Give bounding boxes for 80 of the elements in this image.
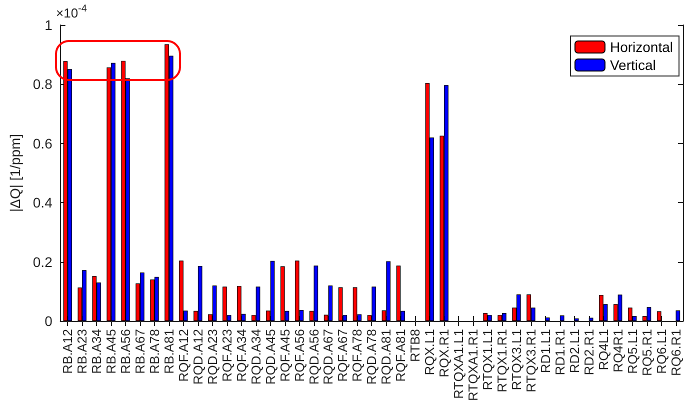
bar — [314, 266, 318, 321]
x-tick-label: RB.A23 — [74, 329, 90, 374]
y-tick-label: 0.4 — [32, 194, 53, 211]
x-tick-label: RTQX3.L1 — [508, 329, 524, 390]
y-tick-label: 0.6 — [32, 135, 53, 152]
x-tick-label: RQD.A45 — [262, 329, 278, 385]
x-tick-label: RD1.L1 — [538, 329, 553, 374]
bar — [372, 286, 376, 321]
bar — [106, 67, 112, 321]
x-tick-label: RQF.A67 — [335, 329, 350, 382]
x-tick-label: RQD.A78 — [364, 329, 380, 385]
x-tick-label: RTB8 — [408, 329, 423, 362]
x-tick-label: RQF.A45 — [277, 329, 292, 382]
x-tick-label: RQD.A81 — [378, 329, 394, 385]
legend-label: Horizontal — [610, 39, 674, 55]
bar — [560, 315, 564, 321]
bar — [92, 276, 97, 321]
bar — [294, 260, 300, 321]
bar — [386, 261, 391, 321]
x-tick-label: RD2.L1 — [566, 329, 582, 374]
bar — [425, 83, 430, 321]
bar — [396, 266, 401, 321]
x-tick-label: RQF.A78 — [350, 329, 365, 382]
x-tick-label: RB.A12 — [60, 329, 76, 374]
x-tick-label: RTQXA1.R1 — [466, 329, 481, 402]
x-tick-label: RQ6.L1 — [654, 329, 669, 374]
x-tick-label: RQD.A12 — [190, 329, 206, 385]
x-tick-label: RQF.A12 — [176, 329, 191, 382]
x-tick-label: RQ6.R1 — [668, 329, 684, 376]
x-tick-label: RQ4L1 — [596, 329, 611, 370]
x-tick-label: RQ5.R1 — [639, 329, 654, 376]
y-tick-label: 0.8 — [32, 76, 53, 92]
bar — [574, 318, 579, 321]
x-tick-label: RB.A67 — [132, 329, 148, 374]
y-axis-title: |ΔQ| [1/ppm] — [7, 134, 23, 212]
legend-label: Vertical — [610, 57, 656, 73]
bar — [646, 307, 652, 321]
bar — [237, 286, 242, 321]
x-tick-label: RB.A34 — [89, 329, 104, 374]
x-tick-label: RQX.R1 — [436, 329, 452, 378]
x-tick-label: RD2.R1 — [581, 329, 596, 376]
x-tick-label: RB.A78 — [146, 329, 162, 374]
x-tick-label: RQF.A56 — [292, 329, 307, 382]
x-tick-label: RQD.A67 — [320, 329, 336, 385]
bar — [63, 61, 68, 321]
x-tick-label: RTQXA1.L1 — [451, 329, 466, 399]
bar — [328, 285, 333, 321]
x-tick-label: RQD.A23 — [204, 329, 220, 385]
bar — [121, 60, 126, 321]
bar — [618, 294, 622, 321]
x-tick-label: RB.A45 — [104, 329, 119, 374]
bar — [280, 266, 285, 321]
x-tick-label: RQF.A23 — [219, 329, 234, 382]
bar — [628, 308, 632, 321]
bar — [154, 276, 159, 321]
x-tick-label: RQF.A81 — [393, 329, 408, 382]
bar — [256, 286, 260, 321]
bar — [212, 285, 217, 321]
y-tick-label: 0 — [44, 313, 53, 329]
x-tick-label: RQF.A34 — [234, 329, 249, 382]
bar — [352, 287, 358, 321]
x-tick-label: RTQX3.R1 — [523, 329, 538, 392]
x-tick-label: RQD.A34 — [248, 329, 264, 385]
x-tick-label: RTQX1.R1 — [494, 329, 510, 392]
x-tick-label: RQD.A56 — [306, 329, 322, 385]
x-tick-label: RTQX1.L1 — [480, 329, 496, 390]
x-tick-label: RQ5.L1 — [624, 329, 640, 374]
x-tick-label: RQ4R1 — [610, 329, 626, 372]
bar — [676, 310, 680, 321]
x-tick-label: RB.A56 — [118, 329, 134, 374]
bar — [599, 294, 604, 321]
y-tick-label: 1 — [44, 17, 53, 33]
bar — [198, 266, 202, 321]
x-tick-label: RB.A81 — [161, 329, 176, 374]
bar — [516, 294, 521, 321]
bar — [270, 260, 275, 321]
x-tick-label: RQX.L1 — [422, 329, 438, 376]
bar — [338, 287, 343, 321]
x-tick-label: RD1.R1 — [552, 329, 568, 376]
y-tick-label: 0.2 — [32, 254, 53, 270]
